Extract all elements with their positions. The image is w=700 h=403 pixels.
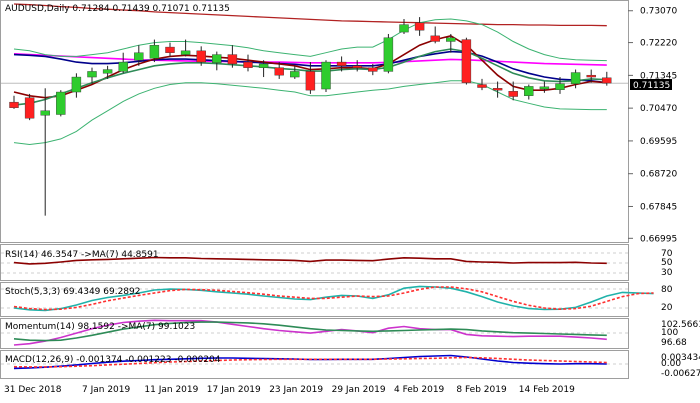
momentum-line	[13, 319, 607, 346]
stoch-d-line	[13, 286, 654, 311]
rsi-scale-50: 50	[661, 258, 673, 268]
candle-bear	[461, 39, 472, 83]
candle-bear	[24, 97, 35, 119]
rsi-panel-frame	[0, 244, 629, 281]
rsi-label: RSI(14) 46.3547 ->MA(7) 44.8591	[5, 250, 159, 260]
candle-bear	[430, 35, 440, 42]
candle-bear	[477, 84, 487, 88]
price-tag-box	[630, 79, 672, 90]
momentum-label: Momentum(14) 98.1592 ->MA(7) 99.1023	[5, 322, 195, 332]
stoch-plot	[1, 285, 654, 312]
y-tick-label: 0.70470	[640, 104, 677, 114]
ma-200-line-0	[13, 3, 607, 27]
candle-bear	[414, 22, 425, 31]
x-tick-label: 17 Jan 2019	[207, 385, 261, 395]
candle-bull	[399, 24, 409, 33]
candle-bear	[305, 71, 316, 91]
candle-bull	[383, 37, 394, 72]
momentum-scale-top: 102.5661	[661, 320, 700, 330]
candle-bear	[165, 46, 175, 53]
stoch-scale-20: 20	[661, 303, 673, 313]
candle-bear	[227, 54, 238, 65]
candle-bull	[290, 71, 300, 78]
candle-bull	[212, 54, 222, 64]
candle-bull	[134, 52, 144, 61]
y-tick-label: 0.67845	[640, 202, 677, 212]
y-tick-label: 0.69595	[640, 137, 677, 147]
candle-bull	[118, 61, 128, 72]
macd-label: MACD(12,26,9) -0.001374 -0.001223 -0.000…	[5, 355, 221, 365]
x-tick-label: 14 Feb 2019	[519, 385, 575, 395]
y-tick-label: 0.73070	[640, 7, 677, 17]
candle-bear	[368, 67, 378, 72]
stoch-label: Stoch(5,3,3) 69.4349 69.2892	[5, 287, 140, 297]
candle-bull	[102, 69, 113, 74]
momentum-ma-line	[13, 321, 607, 342]
momentum-scale-bottom: 96.68	[661, 338, 687, 348]
candle-bull	[87, 71, 97, 78]
x-tick-label: 11 Jan 2019	[144, 385, 198, 395]
candle-bear	[492, 88, 503, 91]
main-panel-frame	[0, 0, 629, 243]
candle-bear	[243, 61, 253, 68]
candle-bull	[149, 45, 160, 59]
candle-bear	[586, 74, 596, 78]
x-tick-label: 8 Feb 2019	[456, 385, 507, 395]
stoch-panel-frame	[0, 282, 629, 317]
rsi-scale-30: 30	[661, 268, 673, 278]
y-tick-label: 0.71345	[640, 71, 677, 81]
x-tick-label: 4 Feb 2019	[394, 385, 445, 395]
x-tick-label: 29 Jan 2019	[332, 385, 386, 395]
y-tick-label: 0.68720	[640, 170, 677, 180]
candle-bull	[258, 63, 269, 68]
candle-bear	[508, 91, 518, 97]
macd-signal-line	[13, 356, 607, 368]
x-tick-label: 7 Jan 2019	[82, 385, 130, 395]
macd-scale-zero: 0.00	[661, 359, 681, 369]
x-tick-label: 31 Dec 2018	[4, 385, 62, 395]
candle-bull	[40, 110, 50, 116]
candle-bear	[352, 65, 362, 68]
candle-bull	[71, 76, 82, 93]
y-tick-label: 0.72220	[640, 39, 677, 49]
stoch-k-line	[13, 285, 654, 312]
candle-bull	[539, 86, 550, 90]
candle-bull	[570, 72, 581, 84]
y-tick-label: 0.66995	[640, 234, 677, 244]
price-plot	[1, 3, 628, 216]
macd-scale-bottom: -0.006272	[661, 369, 700, 379]
candle-bull	[56, 91, 66, 115]
rsi-line	[13, 256, 607, 265]
band-line-5	[13, 18, 607, 62]
momentum-panel-frame	[0, 318, 629, 349]
macd-panel-frame	[0, 350, 629, 379]
candle-bull	[555, 83, 565, 90]
stoch-scale-80: 80	[661, 285, 673, 295]
x-tick-label: 23 Jan 2019	[269, 385, 323, 395]
momentum-plot	[1, 319, 628, 346]
macd-scale-top: 0.003434	[661, 353, 700, 363]
rsi-plot	[1, 252, 628, 274]
candle-bear	[602, 77, 612, 84]
axes: 0.73070 0.72220 0.71345 0.70470 0.69595 0.687…	[4, 7, 677, 395]
price-tag-label: 0.71135	[633, 81, 670, 91]
candle-bear	[274, 67, 284, 76]
candle-bull	[321, 61, 331, 90]
candle-bull	[180, 50, 191, 55]
rsi-scale-70: 70	[661, 249, 673, 259]
momentum-scale-mid: 100	[661, 328, 678, 338]
candle-bull	[524, 86, 534, 96]
candle-bull	[446, 37, 456, 42]
chart-header: AUDUSD,Daily 0.71284 0.71439 0.71071 0.7…	[5, 4, 230, 14]
macd-plot	[1, 354, 628, 370]
candle-bear	[9, 101, 19, 108]
candle-bear	[336, 61, 347, 67]
candle-bear	[196, 50, 206, 63]
band-line-6	[13, 80, 607, 146]
